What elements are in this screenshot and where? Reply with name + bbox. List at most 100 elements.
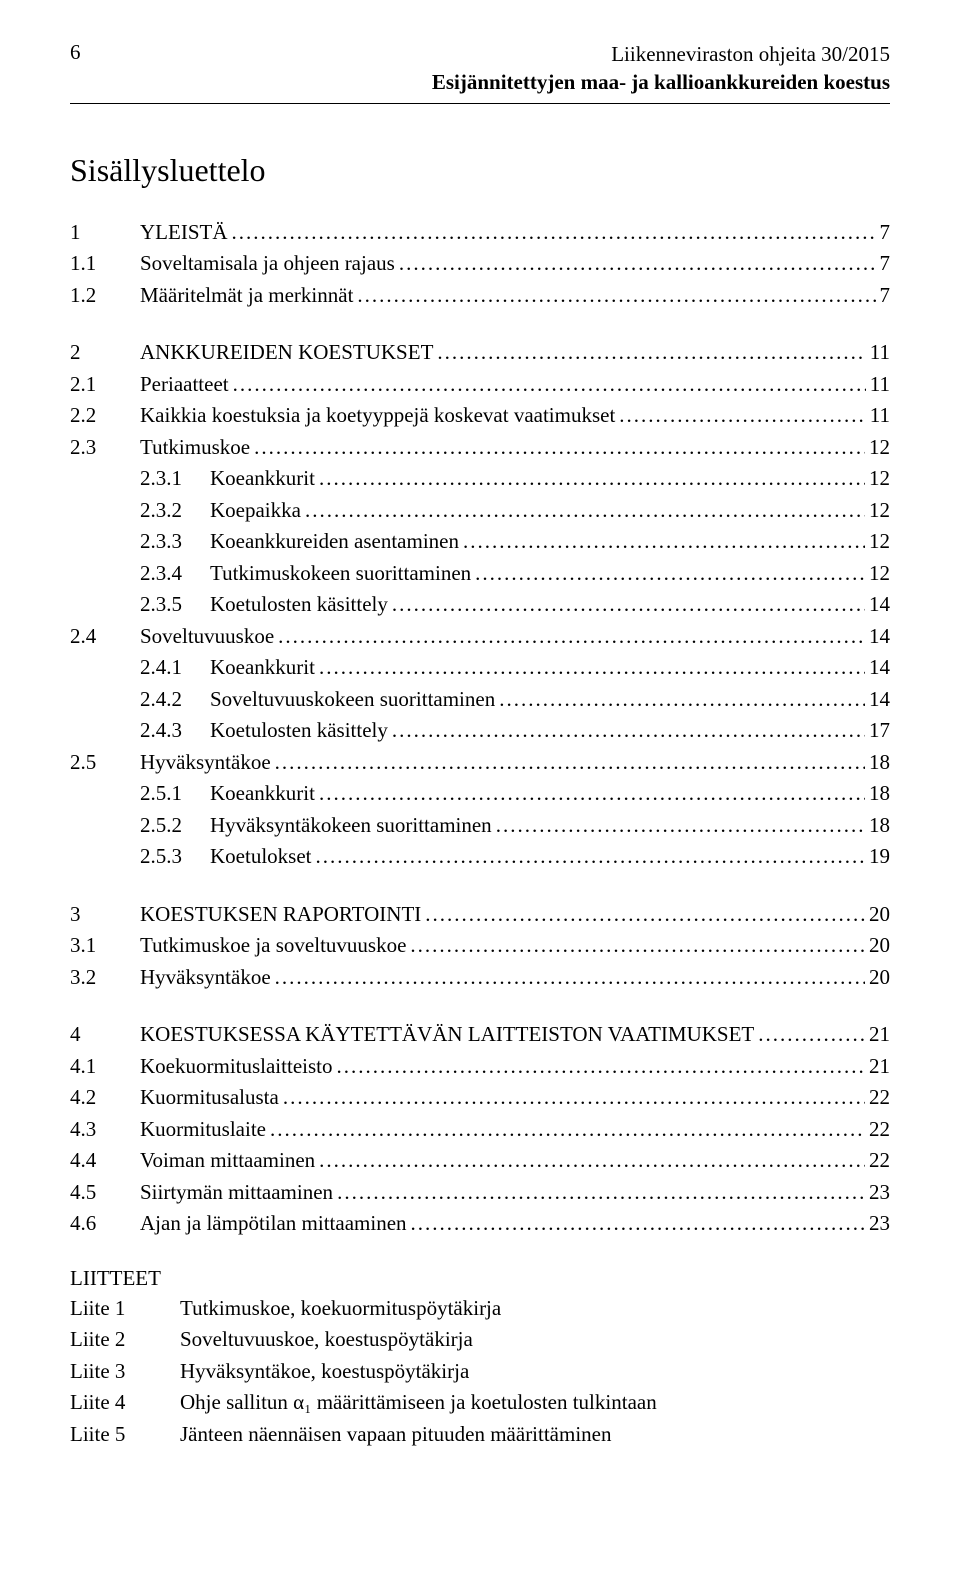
appendix-container: Liite 1Tutkimuskoe, koekuormituspöytäkir… xyxy=(70,1293,890,1451)
toc-entry-number: 2.3.4 xyxy=(70,558,210,590)
toc-entry-number: 1 xyxy=(70,217,140,249)
toc-line: 2.3Tutkimuskoe12 xyxy=(70,432,890,464)
toc-entry-page: 20 xyxy=(869,930,890,962)
toc-entry-number: 2.1 xyxy=(70,369,140,401)
toc-entry-label: Ajan ja lämpötilan mittaaminen xyxy=(140,1208,407,1240)
toc-entry-number: 2.3.3 xyxy=(70,526,210,558)
page-number: 6 xyxy=(70,40,81,65)
toc-leader-dots xyxy=(319,652,865,684)
toc-line: 2.4.1Koeankkurit14 xyxy=(70,652,890,684)
appendix-description: Tutkimuskoe, koekuormituspöytäkirja xyxy=(180,1293,890,1325)
toc-entry-page: 11 xyxy=(870,400,890,432)
toc-leader-dots xyxy=(232,217,876,249)
toc-entry-page: 14 xyxy=(869,652,890,684)
toc-entry-label: Kuormituslaite xyxy=(140,1114,266,1146)
toc-entry-page: 11 xyxy=(870,369,890,401)
toc-entry-page: 12 xyxy=(869,558,890,590)
toc-entry-label: Soveltuvuuskokeen suorittaminen xyxy=(210,684,495,716)
toc-entry-label: Määritelmät ja merkinnät xyxy=(140,280,353,312)
toc-entry-page: 12 xyxy=(869,526,890,558)
toc-line: 4.5Siirtymän mittaaminen23 xyxy=(70,1177,890,1209)
toc-entry-page: 19 xyxy=(869,841,890,873)
toc-leader-dots xyxy=(305,495,865,527)
toc-entry-number: 2.4.3 xyxy=(70,715,210,747)
toc-entry-number: 2.5.2 xyxy=(70,810,210,842)
toc-line: 4.2Kuormitusalusta22 xyxy=(70,1082,890,1114)
toc-block: 3KOESTUKSEN RAPORTOINTI 203.1Tutkimuskoe … xyxy=(70,899,890,994)
toc-entry-number: 3.1 xyxy=(70,930,140,962)
toc-entry-page: 18 xyxy=(869,778,890,810)
toc-entry-number: 4.5 xyxy=(70,1177,140,1209)
toc-line: 1.1Soveltamisala ja ohjeen rajaus7 xyxy=(70,248,890,280)
toc-leader-dots xyxy=(283,1082,865,1114)
toc-leader-dots xyxy=(319,463,865,495)
toc-entry-number: 2.4 xyxy=(70,621,140,653)
appendix-line: Liite 2Soveltuvuuskoe, koestuspöytäkirja xyxy=(70,1324,890,1356)
toc-line: 1YLEISTÄ7 xyxy=(70,217,890,249)
appendix-key: Liite 3 xyxy=(70,1356,180,1388)
toc-entry-page: 22 xyxy=(869,1114,890,1146)
toc-line: 3.1Tutkimuskoe ja soveltuvuuskoe20 xyxy=(70,930,890,962)
toc-entry-number: 4.3 xyxy=(70,1114,140,1146)
toc-entry-page: 18 xyxy=(869,747,890,779)
toc-entry-page: 20 xyxy=(869,899,890,931)
toc-entry-page: 23 xyxy=(869,1208,890,1240)
toc-title: Sisällysluettelo xyxy=(70,152,890,189)
appendix-description: Hyväksyntäkoe, koestuspöytäkirja xyxy=(180,1356,890,1388)
toc-entry-label: Hyväksyntäkoe xyxy=(140,962,271,994)
header-title-line2: Esijännitettyjen maa- ja kallioankkureid… xyxy=(432,68,890,96)
toc-line: 2.4.2Soveltuvuuskokeen suorittaminen 14 xyxy=(70,684,890,716)
toc-entry-number: 1.2 xyxy=(70,280,140,312)
toc-entry-label: Koetulosten käsittely xyxy=(210,589,388,621)
toc-entry-label: Koetulosten käsittely xyxy=(210,715,388,747)
toc-entry-number: 2 xyxy=(70,337,140,369)
toc-leader-dots xyxy=(278,621,865,653)
toc-block: 4KOESTUKSESSA KÄYTETTÄVÄN LAITTEISTON VA… xyxy=(70,1019,890,1240)
toc-entry-page: 20 xyxy=(869,962,890,994)
toc-line: 3.2Hyväksyntäkoe 20 xyxy=(70,962,890,994)
toc-leader-dots xyxy=(425,899,865,931)
toc-leader-dots xyxy=(270,1114,865,1146)
toc-entry-label: Soveltamisala ja ohjeen rajaus xyxy=(140,248,395,280)
toc-line: 2.3.1Koeankkurit12 xyxy=(70,463,890,495)
toc-entry-label: KOESTUKSEN RAPORTOINTI xyxy=(140,899,421,931)
toc-entry-number: 4 xyxy=(70,1019,140,1051)
toc-entry-number: 1.1 xyxy=(70,248,140,280)
toc-entry-number: 2.5 xyxy=(70,747,140,779)
toc-entry-number: 4.2 xyxy=(70,1082,140,1114)
toc-line: 2.2Kaikkia koestuksia ja koetyyppejä kos… xyxy=(70,400,890,432)
toc-block: 1YLEISTÄ71.1Soveltamisala ja ohjeen raja… xyxy=(70,217,890,312)
toc-leader-dots xyxy=(619,400,865,432)
toc-line: 4.1Koekuormituslaitteisto21 xyxy=(70,1051,890,1083)
toc-entry-label: ANKKUREIDEN KOESTUKSET xyxy=(140,337,433,369)
page-header: 6 Liikenneviraston ohjeita 30/2015 Esijä… xyxy=(70,40,890,97)
header-rule xyxy=(70,103,890,104)
toc-leader-dots xyxy=(275,747,865,779)
toc-entry-page: 11 xyxy=(870,337,890,369)
toc-entry-page: 12 xyxy=(869,432,890,464)
toc-entry-page: 7 xyxy=(880,280,891,312)
toc-entry-number: 4.4 xyxy=(70,1145,140,1177)
toc-entry-label: Koekuormituslaitteisto xyxy=(140,1051,332,1083)
toc-entry-page: 21 xyxy=(869,1051,890,1083)
appendix-line: Liite 3Hyväksyntäkoe, koestuspöytäkirja xyxy=(70,1356,890,1388)
toc-entry-number: 4.6 xyxy=(70,1208,140,1240)
toc-entry-number: 2.4.2 xyxy=(70,684,210,716)
toc-entry-label: Periaatteet xyxy=(140,369,229,401)
toc-entry-number: 3 xyxy=(70,899,140,931)
toc-leader-dots xyxy=(254,432,865,464)
appendix-line: Liite 5Jänteen näennäisen vapaan pituude… xyxy=(70,1419,890,1451)
toc-leader-dots xyxy=(758,1019,865,1051)
toc-entry-page: 14 xyxy=(869,684,890,716)
appendix-key: Liite 4 xyxy=(70,1387,180,1419)
toc-entry-number: 3.2 xyxy=(70,962,140,994)
toc-leader-dots xyxy=(315,841,865,873)
toc-entry-label: Koeankkureiden asentaminen xyxy=(210,526,459,558)
toc-entry-number: 2.3.1 xyxy=(70,463,210,495)
toc-entry-label: Soveltuvuuskoe xyxy=(140,621,274,653)
toc-leader-dots xyxy=(233,369,866,401)
toc-leader-dots xyxy=(463,526,865,558)
toc-entry-label: YLEISTÄ xyxy=(140,217,228,249)
toc-entry-number: 2.3.5 xyxy=(70,589,210,621)
toc-line: 1.2Määritelmät ja merkinnät 7 xyxy=(70,280,890,312)
